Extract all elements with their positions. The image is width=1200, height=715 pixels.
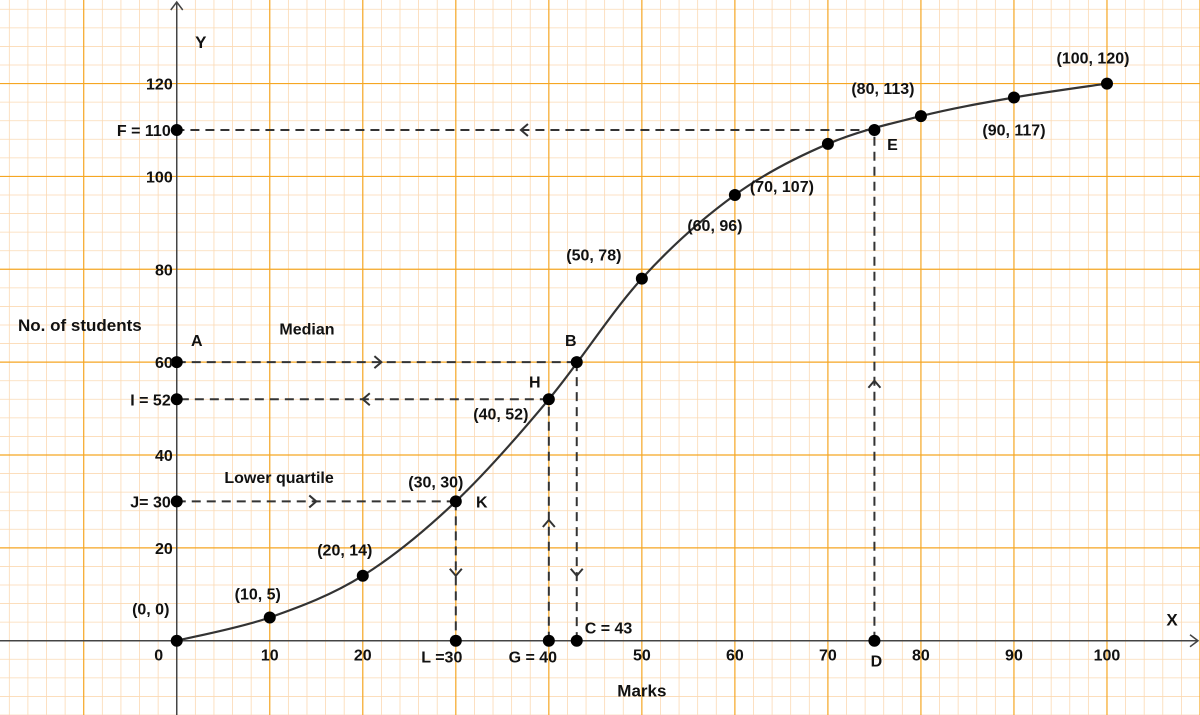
x-tick-label: 60 bbox=[726, 648, 744, 665]
origin-label: 0 bbox=[154, 648, 163, 665]
y-axis-arrow-icon bbox=[170, 0, 184, 11]
guide-arrow-icon bbox=[361, 392, 371, 407]
marked-point-label: D bbox=[871, 654, 883, 671]
data-point bbox=[821, 137, 834, 150]
data-point bbox=[914, 110, 927, 123]
marked-point bbox=[170, 356, 183, 369]
marked-point-label: E bbox=[887, 137, 898, 154]
guide-arrow-icon bbox=[449, 568, 463, 578]
data-point bbox=[356, 569, 369, 582]
guide-arrow-icon bbox=[867, 379, 882, 389]
annotation-label: Median bbox=[279, 321, 334, 338]
x-tick-label: 70 bbox=[819, 648, 837, 665]
y-tick-label: 60 bbox=[155, 355, 173, 372]
guide-arrow-icon bbox=[308, 494, 318, 509]
annotation-label: Lower quartile bbox=[224, 470, 333, 487]
chart-labels: 10 20 50 60 70 80 90 100 20 40 60 80 100 120 0 X Y Marks N… bbox=[18, 33, 1178, 701]
marked-point bbox=[449, 634, 462, 647]
data-label: (30, 30) bbox=[408, 474, 463, 491]
cumulative-frequency-curve bbox=[176, 82, 1108, 642]
data-label: (50, 78) bbox=[566, 248, 621, 265]
data-label: (0, 0) bbox=[132, 602, 169, 619]
y-tick-label: 120 bbox=[146, 77, 173, 94]
marked-point-label: B bbox=[565, 333, 577, 350]
guide-arrow-icon bbox=[519, 123, 529, 137]
marked-point bbox=[570, 634, 583, 647]
data-point bbox=[449, 495, 462, 508]
marked-point bbox=[170, 393, 183, 406]
guide-lines bbox=[176, 123, 882, 641]
x-tick-label: 100 bbox=[1094, 648, 1121, 665]
y-tick-label: 40 bbox=[155, 448, 173, 465]
x-tick-label: 10 bbox=[261, 648, 279, 665]
y-tick-label: 20 bbox=[155, 541, 173, 558]
marked-point-label: G = 40 bbox=[509, 650, 558, 667]
data-point bbox=[542, 393, 555, 406]
data-points bbox=[170, 77, 1113, 647]
guide-arrow-icon bbox=[569, 568, 584, 578]
data-label: (80, 113) bbox=[851, 81, 914, 98]
marked-point bbox=[868, 124, 881, 136]
y-axis-title: No. of students bbox=[18, 316, 142, 335]
data-point bbox=[263, 611, 276, 624]
guide-arrow-icon bbox=[542, 518, 556, 528]
marked-point bbox=[868, 634, 881, 647]
x-tick-label: 90 bbox=[1005, 648, 1023, 665]
marked-point-label: J= 30 bbox=[130, 494, 171, 511]
data-point bbox=[1007, 91, 1020, 104]
data-label: (90, 117) bbox=[982, 123, 1045, 140]
marked-point-label: L =30 bbox=[421, 650, 462, 667]
data-label: (70, 107) bbox=[750, 179, 814, 196]
x-tick-label: 50 bbox=[633, 648, 651, 665]
data-point bbox=[635, 272, 648, 285]
x-axis-letter: X bbox=[1166, 611, 1178, 630]
data-point bbox=[170, 634, 183, 647]
x-axis-title: Marks bbox=[617, 682, 666, 701]
y-tick-label: 80 bbox=[155, 262, 173, 279]
marked-point bbox=[570, 356, 583, 369]
ogive-line bbox=[176, 82, 1108, 642]
data-label: (10, 5) bbox=[235, 587, 281, 604]
y-axis-letter: Y bbox=[195, 33, 207, 52]
data-label: (60, 96) bbox=[687, 218, 742, 235]
marked-point bbox=[170, 495, 183, 508]
marked-point-label: H bbox=[529, 374, 541, 391]
marked-point bbox=[542, 634, 555, 647]
x-axis-arrow-icon bbox=[1189, 634, 1200, 648]
marked-point bbox=[170, 124, 183, 136]
marked-point-label: K bbox=[476, 494, 488, 511]
x-tick-label: 80 bbox=[912, 648, 930, 665]
y-tick-label: 100 bbox=[146, 169, 173, 186]
marked-point-label: F = 110 bbox=[117, 123, 171, 140]
data-label: (40, 52) bbox=[473, 406, 528, 423]
x-tick-label: 20 bbox=[354, 648, 372, 665]
marked-point-label: C = 43 bbox=[585, 621, 633, 638]
data-point bbox=[728, 189, 741, 201]
marked-point-label: I = 52 bbox=[130, 392, 171, 409]
data-label: (20, 14) bbox=[317, 543, 372, 560]
data-label: (100, 120) bbox=[1057, 51, 1130, 68]
marked-point-label: A bbox=[191, 333, 203, 350]
data-point bbox=[1100, 77, 1113, 90]
guide-arrow-icon bbox=[373, 355, 383, 369]
